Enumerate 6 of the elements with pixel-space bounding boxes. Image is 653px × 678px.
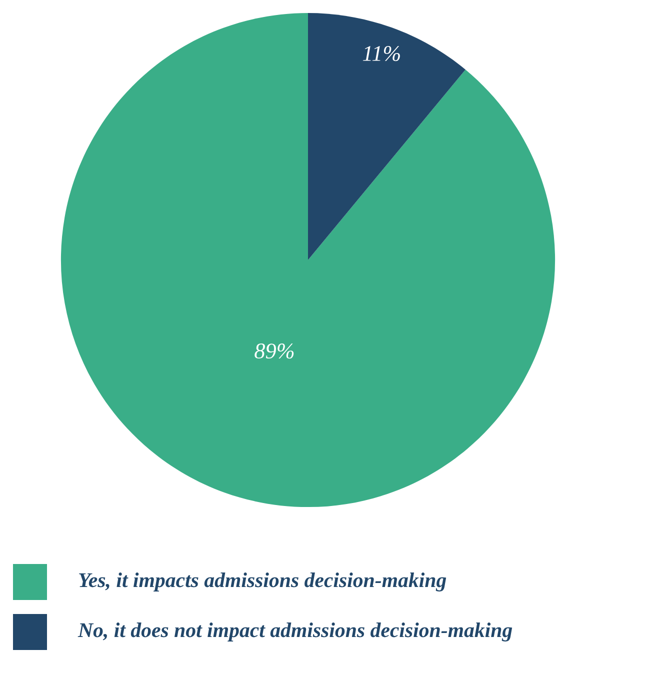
legend-label: Yes, it impacts admissions decision-making	[79, 572, 446, 592]
legend-label: No, it does not impact admissions decision-making	[78, 622, 512, 642]
data-label: 11%	[362, 46, 400, 62]
data-label: 89%	[254, 344, 294, 359]
pie-slice	[60, 12, 556, 508]
pie-slice	[308, 12, 466, 260]
